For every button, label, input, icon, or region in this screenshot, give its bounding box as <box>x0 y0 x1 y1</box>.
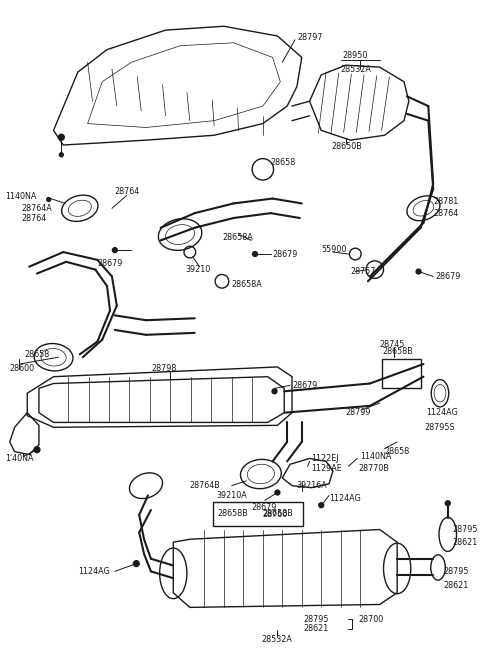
Circle shape <box>319 503 324 508</box>
Text: 28764: 28764 <box>115 187 140 196</box>
Text: 28658B: 28658B <box>217 509 248 518</box>
Text: 1140NA: 1140NA <box>360 452 392 461</box>
Text: 28679: 28679 <box>251 503 276 512</box>
Text: 28679: 28679 <box>97 260 123 268</box>
Text: 28745: 28745 <box>380 340 405 349</box>
Text: 28532A: 28532A <box>261 635 292 644</box>
Circle shape <box>47 198 50 202</box>
Text: 28798: 28798 <box>151 365 176 373</box>
Circle shape <box>133 560 139 566</box>
Text: 28764: 28764 <box>22 214 47 223</box>
Text: 28621: 28621 <box>304 624 329 633</box>
Text: 28650B: 28650B <box>331 143 362 152</box>
Circle shape <box>59 134 64 140</box>
Text: 28700: 28700 <box>358 614 384 623</box>
Text: 28797: 28797 <box>297 34 323 43</box>
Text: 39216A: 39216A <box>297 481 328 490</box>
Text: 28658B: 28658B <box>383 347 413 356</box>
Circle shape <box>445 501 450 506</box>
Text: 28658A: 28658A <box>222 233 252 242</box>
Text: 39210A: 39210A <box>216 491 247 500</box>
Circle shape <box>272 389 277 394</box>
Text: 1122EJ: 1122EJ <box>312 454 339 463</box>
Text: 28795: 28795 <box>443 567 468 576</box>
Text: 55900: 55900 <box>321 244 347 254</box>
Text: 28658A: 28658A <box>232 280 263 288</box>
Text: 1124AG: 1124AG <box>329 494 361 503</box>
Circle shape <box>60 153 63 156</box>
Text: 28679: 28679 <box>435 272 460 281</box>
Text: 28600: 28600 <box>10 365 35 373</box>
Text: 28760: 28760 <box>263 510 288 520</box>
Text: 1'40NA: 1'40NA <box>5 454 34 463</box>
Circle shape <box>252 252 257 256</box>
Text: 28764A: 28764A <box>22 204 52 213</box>
Circle shape <box>275 490 280 495</box>
Text: 28795: 28795 <box>304 614 329 623</box>
Text: 1124AG: 1124AG <box>426 408 458 417</box>
Text: 28679: 28679 <box>273 250 298 259</box>
Text: 28679: 28679 <box>292 381 317 390</box>
Text: 28799: 28799 <box>346 408 371 417</box>
Circle shape <box>112 248 117 252</box>
Text: 28950: 28950 <box>343 51 368 60</box>
Text: 39210: 39210 <box>185 265 210 274</box>
Text: 28764B: 28764B <box>190 481 221 490</box>
Text: 28757: 28757 <box>350 267 376 276</box>
Text: 28795S: 28795S <box>424 423 455 432</box>
Text: 28621: 28621 <box>453 537 478 547</box>
Text: 1124AG: 1124AG <box>78 567 109 576</box>
Text: 28764: 28764 <box>433 209 458 217</box>
Text: 1129AE: 1129AE <box>312 464 342 472</box>
Text: 28770B: 28770B <box>358 464 389 472</box>
Text: 1140NA: 1140NA <box>5 192 36 201</box>
Text: 28532A: 28532A <box>341 64 372 74</box>
Text: 28781: 28781 <box>433 197 458 206</box>
Text: 28621: 28621 <box>443 581 468 589</box>
Text: 28658B: 28658B <box>263 509 294 518</box>
Text: 28658: 28658 <box>271 158 296 167</box>
Text: 28658: 28658 <box>384 447 410 456</box>
Text: 28658: 28658 <box>24 350 49 359</box>
Circle shape <box>34 447 40 453</box>
Circle shape <box>416 269 421 274</box>
Text: 28795: 28795 <box>453 525 478 534</box>
